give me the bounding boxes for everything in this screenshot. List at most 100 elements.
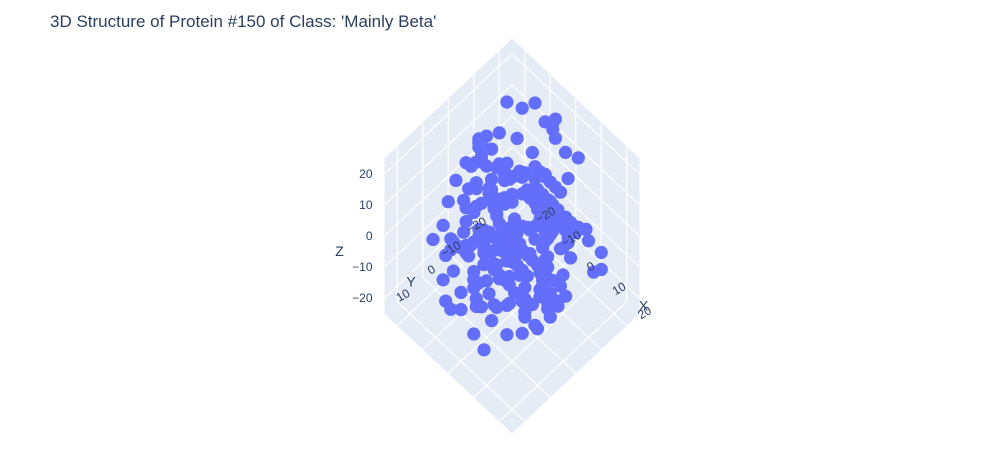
x-tick-label: 10 (610, 279, 629, 298)
data-point (454, 285, 468, 299)
gridline-floor-x (498, 301, 628, 422)
y-tick-label: 10 (394, 286, 413, 305)
data-point (564, 251, 578, 265)
data-point (523, 247, 537, 261)
data-point (518, 166, 532, 180)
data-point (510, 131, 524, 145)
data-point (449, 173, 463, 187)
data-point (472, 229, 486, 243)
data-point (502, 278, 516, 292)
data-point (553, 185, 568, 199)
data-point (459, 156, 473, 170)
data-point (528, 172, 542, 186)
data-point (515, 101, 529, 115)
data-point (459, 215, 473, 229)
data-point (561, 171, 575, 186)
data-point (446, 264, 460, 278)
data-point (515, 219, 529, 233)
z-tick-label: 0 (366, 229, 373, 243)
data-point (528, 96, 542, 110)
data-point (490, 300, 504, 314)
data-points (426, 95, 608, 357)
x-tick-label: 20 (635, 303, 654, 322)
data-point (558, 145, 573, 159)
gridline-wall-right-z (511, 53, 640, 175)
data-point (556, 241, 570, 255)
data-point (559, 289, 573, 303)
data-point (546, 224, 560, 238)
data-point (525, 145, 540, 160)
gridline-floor-x (473, 277, 602, 398)
data-point (454, 303, 468, 317)
data-point (477, 246, 491, 260)
gridline-floor-y (396, 301, 526, 422)
z-tick-label: −10 (352, 260, 373, 274)
data-point (485, 142, 499, 156)
data-point (548, 131, 563, 145)
z-tick-label: −20 (352, 291, 373, 305)
data-point (464, 238, 478, 252)
data-point (454, 241, 468, 255)
gridline-wall-left-z (384, 53, 513, 175)
data-point (467, 327, 481, 341)
data-point (538, 167, 552, 181)
data-point (518, 310, 532, 324)
z-axis-title: Z (335, 243, 344, 259)
data-point (490, 258, 504, 272)
data-point (467, 205, 481, 220)
chart-title: 3D Structure of Protein #150 of Class: '… (50, 12, 437, 31)
data-point (536, 261, 550, 275)
data-point (477, 343, 491, 357)
data-point (474, 300, 488, 314)
data-point (581, 234, 596, 248)
data-point (485, 314, 499, 328)
data-point (520, 183, 534, 197)
data-point (505, 195, 519, 209)
data-point (485, 172, 499, 186)
gridline-wall-left-z (384, 84, 513, 206)
data-point (477, 258, 491, 272)
data-point (485, 228, 499, 242)
data-point (482, 287, 496, 301)
data-point (495, 230, 509, 244)
y-axis-title: Y (406, 274, 416, 290)
data-point (533, 212, 547, 226)
data-point (436, 273, 450, 287)
data-point (490, 160, 504, 175)
data-point (533, 282, 547, 297)
z-tick-label: 10 (359, 198, 373, 212)
data-point (485, 183, 499, 197)
data-point (551, 299, 565, 313)
data-point (594, 245, 608, 260)
data-point (492, 126, 506, 140)
data-point (536, 194, 550, 208)
data-point (571, 151, 585, 165)
data-point (553, 279, 568, 293)
data-point (479, 274, 494, 288)
data-point (441, 195, 455, 209)
data-point (513, 245, 527, 259)
data-point (528, 318, 542, 332)
data-point (541, 302, 555, 316)
data-point (500, 95, 514, 109)
data-point (548, 112, 563, 126)
data-point (571, 220, 585, 234)
data-point (518, 269, 532, 283)
data-point (556, 268, 570, 282)
data-point (551, 206, 565, 221)
data-point (444, 302, 458, 316)
data-point (518, 280, 532, 295)
data-point (457, 225, 471, 239)
x-axis-title: X (639, 298, 649, 314)
data-point (487, 243, 501, 257)
data-point (462, 182, 476, 196)
data-point (436, 218, 450, 232)
z-tick-label: 20 (359, 167, 373, 181)
data-point (518, 292, 532, 306)
data-point (502, 172, 516, 186)
gridline-wall-right-z (511, 115, 640, 237)
data-point (587, 265, 601, 279)
data-point (426, 232, 440, 247)
data-point (479, 159, 494, 173)
